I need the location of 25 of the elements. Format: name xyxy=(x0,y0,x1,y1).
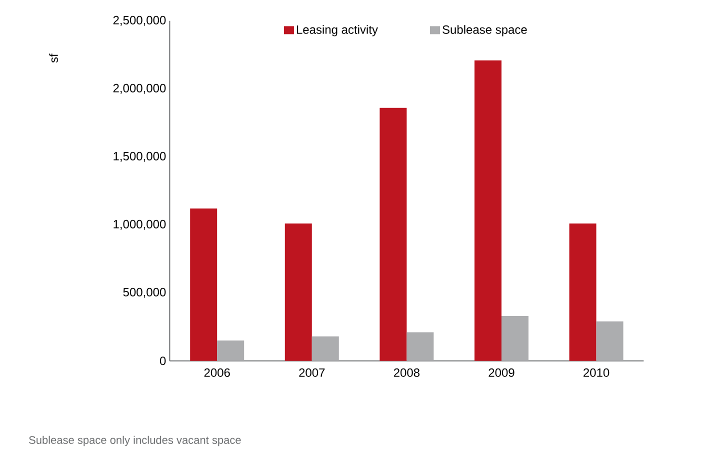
bar xyxy=(380,108,407,361)
bar xyxy=(596,321,624,361)
x-tick-label: 2009 xyxy=(488,368,514,377)
y-tick-label: 0 xyxy=(160,356,166,366)
legend-label: Leasing activity xyxy=(296,25,378,36)
bar xyxy=(190,208,218,361)
x-tick-label: 2010 xyxy=(584,368,610,377)
legend-label: Sublease space xyxy=(442,25,527,36)
bar xyxy=(501,316,528,361)
x-tick-label: 2006 xyxy=(204,368,230,377)
bar xyxy=(474,60,502,361)
bar xyxy=(406,332,434,361)
x-tick-label: 2008 xyxy=(394,368,420,377)
bar xyxy=(312,336,339,361)
y-tick-label: 500,000 xyxy=(123,288,166,298)
y-tick-label: 1,500,000 xyxy=(114,152,166,162)
y-axis-title: sf xyxy=(49,54,58,63)
y-tick-label: 2,500,000 xyxy=(113,16,166,26)
bar xyxy=(569,224,596,361)
y-tick-label: 2,000,000 xyxy=(113,84,166,94)
bar xyxy=(217,340,244,361)
x-tick-label: 2007 xyxy=(299,368,325,377)
bar xyxy=(284,224,312,361)
text: Sublease space only includes vacant space xyxy=(29,436,241,446)
y-tick-label: 1,000,000 xyxy=(114,220,166,230)
